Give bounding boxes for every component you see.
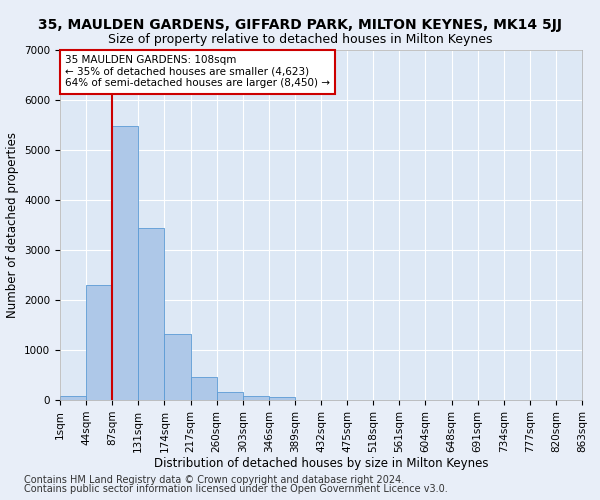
Text: 35, MAULDEN GARDENS, GIFFARD PARK, MILTON KEYNES, MK14 5JJ: 35, MAULDEN GARDENS, GIFFARD PARK, MILTO… [38,18,562,32]
Bar [86,285,112,400]
Text: Contains HM Land Registry data © Crown copyright and database right 2024.: Contains HM Land Registry data © Crown c… [24,475,404,485]
Bar [164,334,191,400]
Text: Size of property relative to detached houses in Milton Keynes: Size of property relative to detached ho… [108,32,492,46]
Bar [217,392,243,400]
Bar [269,397,295,400]
Y-axis label: Number of detached properties: Number of detached properties [5,132,19,318]
Text: 35 MAULDEN GARDENS: 108sqm
← 35% of detached houses are smaller (4,623)
64% of s: 35 MAULDEN GARDENS: 108sqm ← 35% of deta… [65,56,330,88]
Bar [191,376,217,400]
Text: Contains public sector information licensed under the Open Government Licence v3: Contains public sector information licen… [24,484,448,494]
Bar [243,396,269,400]
X-axis label: Distribution of detached houses by size in Milton Keynes: Distribution of detached houses by size … [154,458,488,470]
Bar [139,228,164,400]
Bar [60,396,86,400]
Bar [112,126,139,400]
